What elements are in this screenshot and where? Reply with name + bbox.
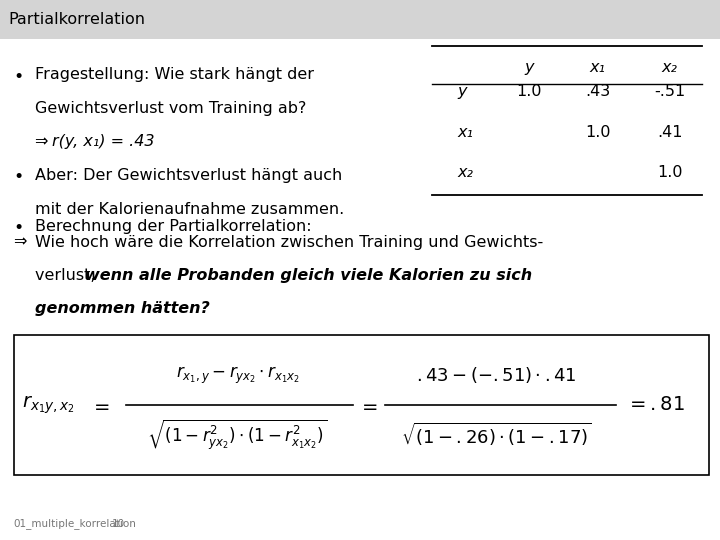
Text: ⇒: ⇒ xyxy=(13,234,27,249)
Text: $r_{x_1y,x_2}$: $r_{x_1y,x_2}$ xyxy=(22,394,74,416)
Text: Gewichtsverlust vom Training ab?: Gewichtsverlust vom Training ab? xyxy=(35,100,306,116)
Text: wenn alle Probanden gleich viele Kalorien zu sich: wenn alle Probanden gleich viele Kalorie… xyxy=(85,268,532,282)
Text: 1.0: 1.0 xyxy=(585,125,611,140)
Text: $r_{x_1,y} - r_{yx_2} \cdot r_{x_1x_2}$: $r_{x_1,y} - r_{yx_2} \cdot r_{x_1x_2}$ xyxy=(176,364,300,386)
Text: genommen hätten?: genommen hätten? xyxy=(35,301,210,316)
Text: x₂: x₂ xyxy=(662,60,678,75)
Text: Partialkorrelation: Partialkorrelation xyxy=(9,12,145,27)
Text: Aber: Der Gewichtsverlust hängt auch: Aber: Der Gewichtsverlust hängt auch xyxy=(35,168,342,184)
Text: y: y xyxy=(457,84,467,99)
Text: $\sqrt{(1-r^2_{yx_2})\cdot(1-r^2_{x_1x_2})}$: $\sqrt{(1-r^2_{yx_2})\cdot(1-r^2_{x_1x_2… xyxy=(148,417,328,452)
Text: 01_multiple_korrelation: 01_multiple_korrelation xyxy=(13,518,136,529)
Text: verlust,: verlust, xyxy=(35,268,100,282)
Text: •: • xyxy=(13,219,23,237)
Text: x₁: x₁ xyxy=(457,125,473,140)
Text: .41: .41 xyxy=(657,125,683,140)
Text: x₂: x₂ xyxy=(457,165,473,180)
Text: •: • xyxy=(13,68,23,85)
Text: ⇒: ⇒ xyxy=(35,133,53,148)
Text: -.51: -.51 xyxy=(654,84,685,99)
Text: $.43-(-.51)\cdot .41$: $.43-(-.51)\cdot .41$ xyxy=(416,365,577,386)
Text: 10: 10 xyxy=(112,519,125,529)
Text: 1.0: 1.0 xyxy=(516,84,542,99)
FancyBboxPatch shape xyxy=(0,0,720,39)
Text: 1.0: 1.0 xyxy=(657,165,683,180)
Text: Fragestellung: Wie stark hängt der: Fragestellung: Wie stark hängt der xyxy=(35,68,314,83)
Text: Wie hoch wäre die Korrelation zwischen Training und Gewichts-: Wie hoch wäre die Korrelation zwischen T… xyxy=(35,234,543,249)
Text: •: • xyxy=(13,168,23,186)
Text: $\sqrt{(1-.26)\cdot(1-.17)}$: $\sqrt{(1-.26)\cdot(1-.17)}$ xyxy=(401,421,593,448)
Text: $=$: $=$ xyxy=(358,395,378,415)
FancyBboxPatch shape xyxy=(14,335,709,475)
Text: x₁: x₁ xyxy=(590,60,606,75)
Text: $=$: $=$ xyxy=(90,395,110,415)
Text: $=.81$: $=.81$ xyxy=(626,395,685,415)
Text: .43: .43 xyxy=(585,84,611,99)
Text: mit der Kalorienaufnahme zusammen.: mit der Kalorienaufnahme zusammen. xyxy=(35,201,344,217)
Text: y: y xyxy=(524,60,534,75)
Text: Berechnung der Partialkorrelation:: Berechnung der Partialkorrelation: xyxy=(35,219,311,234)
Text: r(y, x₁) = .43: r(y, x₁) = .43 xyxy=(52,133,154,148)
